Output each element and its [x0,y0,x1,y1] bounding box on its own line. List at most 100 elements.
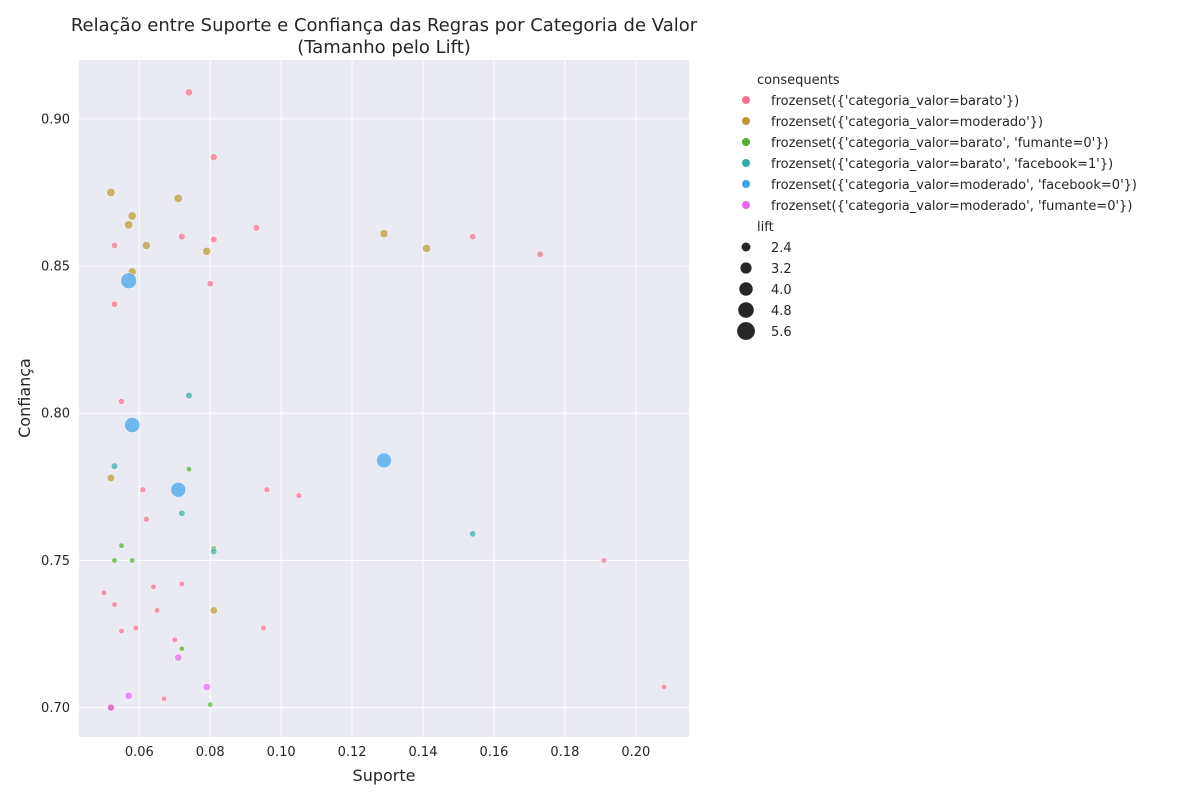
y-axis-label: Confiança [15,358,34,438]
data-point [185,88,193,97]
x-tick-label: 0.06 [125,745,154,760]
data-point [142,241,151,250]
data-point [600,557,607,564]
data-point [263,486,271,493]
data-point [209,606,218,615]
chart-title-line2: (Tamanho pelo Lift) [297,37,471,58]
data-point [210,153,218,161]
data-point [202,247,211,256]
data-point [111,601,118,608]
data-point [202,683,211,691]
legend-marker [742,159,750,167]
data-point [260,625,267,632]
data-point [124,417,141,433]
data-point [124,691,133,700]
data-point [376,452,392,469]
legend-marker [742,96,750,104]
x-tick-label: 0.12 [338,745,367,760]
data-point [185,391,193,400]
data-point [422,244,431,253]
data-point [129,557,136,564]
data-point [170,481,187,498]
x-tick-label: 0.16 [479,745,508,760]
legend-marker [742,117,750,125]
legend-size-marker [740,262,752,274]
x-axis-label: Suporte [353,766,416,785]
data-point [174,653,183,662]
legend-size-label: 3.2 [771,262,792,277]
data-point [536,250,544,258]
data-point [206,280,214,288]
y-tick-label: 0.70 [41,701,70,716]
legend-series-label: frozenset({'categoria_valor=moderado', '… [771,178,1137,193]
data-point [118,542,125,549]
legend: consequents frozenset({'categoria_valor=b… [737,73,1137,340]
data-point [171,636,178,643]
y-tick-label: 0.80 [41,407,70,422]
legend-size-marker [738,302,754,318]
legend-series-label: frozenset({'categoria_valor=barato', 'fa… [771,157,1113,172]
data-point [295,492,303,499]
data-point [150,583,157,590]
data-point [379,229,389,238]
x-tick-label: 0.14 [409,745,438,760]
data-point [118,628,125,635]
data-point [132,625,139,632]
data-point [139,486,146,493]
data-point [124,220,134,230]
data-point [100,589,107,596]
data-point [178,580,185,587]
data-point [210,235,218,244]
legend-marker [742,180,750,188]
data-point [120,272,137,289]
legend-marker [742,201,750,209]
data-point [110,462,119,470]
x-tick-label: 0.08 [196,745,225,760]
grid-lines [79,60,689,737]
legend-size-label: 4.0 [771,283,792,298]
legend-series-label: frozenset({'categoria_valor=barato'}) [771,94,1019,109]
legend-size-label: 2.4 [771,241,792,256]
plot-area [79,60,689,737]
data-point [106,188,116,197]
axis-ticks: 0.06 0.08 0.10 0.12 0.14 0.16 0.18 0.20 0.70 0.75… [41,112,650,760]
legend-series-label: frozenset({'categoria_valor=barato', 'fu… [771,136,1109,151]
y-tick-label: 0.75 [41,554,70,569]
x-tick-label: 0.18 [550,745,579,760]
legend-size-marker [739,282,753,296]
data-point [106,473,115,482]
data-point [111,557,118,564]
data-point [127,211,137,221]
legend-series-label: frozenset({'categoria_valor=moderado', '… [771,199,1132,214]
data-point [111,300,118,308]
x-tick-label: 0.20 [621,745,650,760]
data-point [118,398,125,405]
data-point [178,233,186,241]
legend-series-label: frozenset({'categoria_valor=moderado'}) [771,115,1043,130]
data-point [207,701,214,708]
data-point [185,466,192,473]
x-tick-label: 0.10 [267,745,296,760]
legend-size-marker [737,322,755,340]
legend-size-label: 5.6 [771,325,792,340]
data-point [107,703,115,712]
data-point [173,193,183,203]
data-point [469,233,477,241]
legend-size-marker [741,242,751,252]
y-tick-label: 0.85 [41,260,70,275]
legend-marker [742,138,750,146]
y-tick-label: 0.90 [41,112,70,127]
legend-size-label: 4.8 [771,304,792,319]
legend-size-title: lift [757,220,774,235]
data-point [469,530,477,538]
data-point [161,695,167,702]
data-point [143,516,150,523]
data-point [210,548,218,555]
data-point [154,607,161,614]
legend-hue-title: consequents [757,73,840,88]
chart-title-line1: Relação entre Suporte e Confiança das Re… [71,15,698,36]
data-point [111,242,118,249]
data-point [661,684,668,690]
